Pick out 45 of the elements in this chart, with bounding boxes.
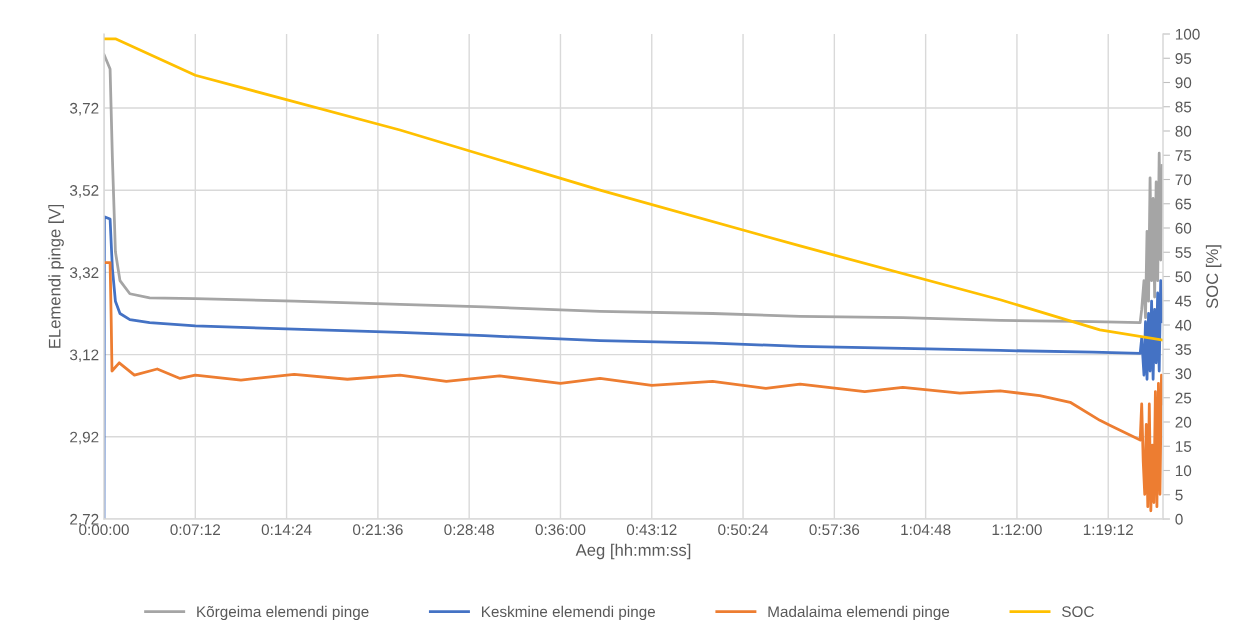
y2-tick-label: 55 — [1175, 247, 1192, 258]
y2-tick-label: 95 — [1175, 53, 1192, 64]
y2-tick-label: 10 — [1175, 465, 1192, 477]
y-tick-label: 3,72 — [69, 102, 99, 116]
x-tick-label: 0:57:36 — [809, 524, 860, 536]
y2-tick-label: 30 — [1175, 368, 1192, 380]
y2-tick-label: 5 — [1175, 489, 1183, 501]
y2-tick-label: 15 — [1175, 441, 1192, 452]
x-tick-label: 0:43:12 — [626, 524, 677, 536]
x-tick-label: 0:28:48 — [444, 524, 494, 536]
y2-tick-label: 80 — [1175, 125, 1192, 137]
y2-tick-label: 70 — [1175, 174, 1192, 186]
y2-tick-label: 100 — [1175, 28, 1200, 40]
y2-tick-label: 0 — [1175, 513, 1183, 525]
x-tick-label: 0:14:24 — [261, 524, 312, 536]
x-tick-label: 1:19:12 — [1083, 524, 1133, 536]
y2-tick-label: 60 — [1175, 222, 1192, 234]
y-tick-label: 2,92 — [70, 431, 99, 445]
x-tick-label: 0:21:36 — [352, 524, 403, 536]
y2-tick-label: 90 — [1175, 77, 1192, 89]
x-tick-label: 0:50:24 — [718, 524, 769, 536]
y-tick-label: 3,12 — [69, 349, 99, 363]
y2-tick-label: 50 — [1175, 271, 1192, 283]
y2-tick-label: 65 — [1175, 198, 1192, 210]
y2-tick-label: 40 — [1175, 319, 1192, 331]
y-axis-title: ELemendi pinge [V] — [48, 204, 64, 348]
x-tick-label: 0:07:12 — [170, 524, 221, 536]
y2-tick-label: 25 — [1175, 392, 1192, 404]
legend-label: SOC — [1062, 606, 1094, 618]
x-tick-label: 1:12:00 — [992, 524, 1042, 536]
y2-tick-label: 20 — [1175, 416, 1192, 428]
x-tick-label: 1:04:48 — [901, 524, 951, 536]
line-series — [104, 261, 1163, 513]
y2-axis-title: SOC [%] — [1205, 245, 1222, 309]
legend-label: Kõrgeima elemendi pinge — [197, 605, 369, 621]
x-axis-title: Aeg [hh:mm:ss] — [575, 543, 691, 560]
y2-tick-label: 35 — [1175, 344, 1192, 355]
x-tick-label: 0:36:00 — [535, 524, 586, 536]
legend-label: Keskmine elemendi pinge — [482, 605, 656, 621]
y-tick-label: 3,52 — [69, 185, 99, 198]
y2-tick-label: 75 — [1175, 150, 1192, 161]
y2-tick-label: 85 — [1175, 101, 1192, 113]
legend-label: Madalaima elemendi pinge — [768, 605, 950, 621]
y2-tick-label: 45 — [1175, 295, 1192, 307]
y-tick-label: 3,32 — [69, 267, 99, 280]
